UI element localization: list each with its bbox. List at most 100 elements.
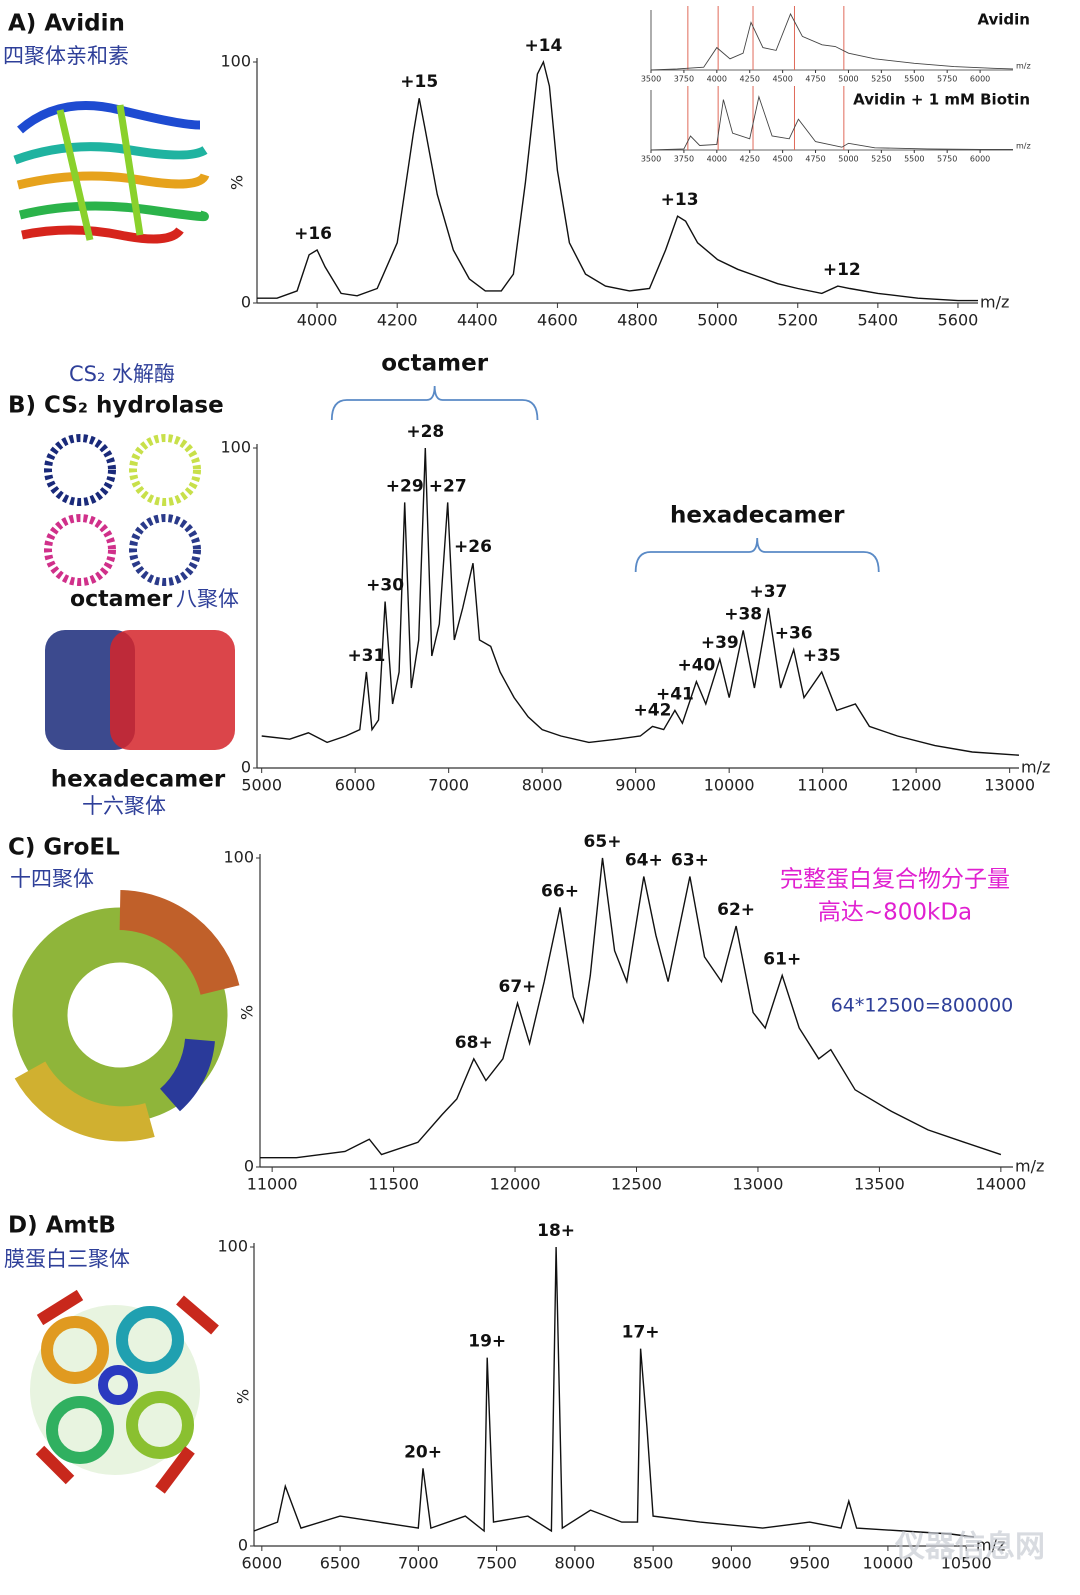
x-tick-label: 6500	[320, 1554, 361, 1573]
peak-label: +36	[775, 624, 813, 644]
peak-label: +12	[823, 260, 861, 280]
y-tick-label: 0	[244, 1157, 254, 1176]
x-tick-label: 6000	[970, 155, 990, 164]
x-tick-label: 5200	[777, 311, 818, 330]
x-tick-label: 4800	[617, 311, 658, 330]
peak-label: +40	[677, 656, 715, 676]
x-tick-label: 4500	[772, 155, 792, 164]
x-tick-label: 5750	[937, 155, 957, 164]
peak-label: 17+	[622, 1323, 660, 1343]
x-tick-label: 7000	[398, 1554, 439, 1573]
x-tick-label: 5750	[937, 75, 957, 84]
peak-label: +26	[454, 537, 492, 557]
peak-label: +30	[366, 576, 404, 596]
x-tick-label: 5000	[838, 155, 858, 164]
y-tick-label: 0	[241, 758, 251, 777]
peak-label: 61+	[763, 949, 801, 969]
x-tick-label: 4000	[707, 75, 727, 84]
avidin-structure	[13, 101, 210, 244]
x-axis-label: m/z	[976, 1536, 1005, 1555]
x-tick-label: 4600	[537, 311, 578, 330]
peak-label: +27	[429, 476, 467, 496]
x-tick-label: 13500	[854, 1175, 905, 1194]
peak-label: 64+	[625, 851, 663, 871]
peak-label: +37	[749, 582, 787, 602]
group-label: octamer	[381, 351, 489, 377]
x-tick-label: 7000	[428, 776, 469, 795]
structure-label: octamer	[70, 587, 172, 612]
panel-subtitle: CS₂ 水解酶	[69, 362, 175, 386]
peak-label: 62+	[717, 900, 755, 920]
amtb-structure	[30, 1289, 219, 1494]
panel-title: B) CS₂ hydrolase	[8, 393, 224, 419]
x-axis-label: m/z	[980, 293, 1009, 312]
series-label: Avidin	[977, 11, 1030, 29]
y-tick-label: 100	[220, 438, 251, 457]
x-tick-label: 13000	[732, 1175, 783, 1194]
note: 完整蛋白复合物分子量	[780, 867, 1010, 893]
x-tick-label: 5000	[838, 75, 858, 84]
x-tick-label: 9000	[615, 776, 656, 795]
x-tick-label: 3750	[674, 75, 694, 84]
x-tick-label: 11000	[247, 1175, 298, 1194]
spectrum-line	[257, 59, 978, 302]
structure-label: hexadecamer	[51, 767, 226, 793]
spectrum-line	[260, 857, 1002, 1159]
panel-subtitle: 膜蛋白三聚体	[4, 1247, 130, 1271]
x-tick-label: 5600	[938, 311, 979, 330]
y-tick-label: 0	[241, 293, 251, 312]
x-tick-label: 4250	[740, 75, 760, 84]
panel-title: A) Avidin	[8, 11, 125, 37]
peak-label: +13	[661, 190, 699, 210]
x-tick-label: 6000	[335, 776, 376, 795]
note: 高达~800kDa	[818, 900, 972, 926]
x-tick-label: 4750	[805, 75, 825, 84]
x-tick-label: 5250	[871, 75, 891, 84]
peak-label: +41	[656, 684, 694, 704]
x-tick-label: 5500	[904, 75, 924, 84]
x-tick-label: 14000	[975, 1175, 1026, 1194]
spectrum-line	[650, 95, 1013, 151]
x-tick-label: 5000	[697, 311, 738, 330]
hexadecamer-structure	[45, 630, 235, 750]
x-tick-label: 8500	[633, 1554, 674, 1573]
peak-label: 20+	[404, 1442, 442, 1462]
group-bracket	[330, 385, 539, 421]
series-label: Avidin + 1 mM Biotin	[853, 91, 1030, 109]
x-tick-label: 3750	[674, 155, 694, 164]
x-tick-label: 10000	[862, 1554, 913, 1573]
peak-label: +39	[701, 633, 739, 653]
x-axis-label: m/z	[1015, 1157, 1044, 1176]
x-tick-label: 5250	[871, 155, 891, 164]
peak-label: 19+	[468, 1332, 506, 1352]
group-bracket	[634, 537, 880, 573]
structure-label: 十六聚体	[82, 794, 166, 818]
peak-label: 65+	[584, 832, 622, 852]
x-tick-label: 4400	[457, 311, 498, 330]
x-tick-label: 10000	[704, 776, 755, 795]
x-tick-label: 4000	[707, 155, 727, 164]
x-tick-label: 5400	[858, 311, 899, 330]
structure-label: 八聚体	[176, 587, 239, 611]
group-label: hexadecamer	[670, 503, 845, 529]
peak-label: +31	[347, 646, 385, 666]
x-tick-label: 5500	[904, 155, 924, 164]
groel-structure	[12, 890, 240, 1142]
y-tick-label: 100	[217, 1237, 248, 1256]
peak-label: +42	[634, 700, 672, 720]
panel-title: D) AmtB	[8, 1213, 116, 1239]
peak-label: +35	[803, 646, 841, 666]
x-tick-label: 6000	[970, 75, 990, 84]
spectrum-line	[650, 12, 1014, 71]
x-tick-label: 5000	[241, 776, 282, 795]
x-tick-label: 11500	[368, 1175, 419, 1194]
y-tick-label: 100	[223, 848, 254, 867]
x-tick-label: 9000	[711, 1554, 752, 1573]
x-tick-label: 3500	[641, 75, 661, 84]
x-tick-label: 3500	[641, 155, 661, 164]
x-tick-label: 11000	[797, 776, 848, 795]
spectrum-line	[253, 1246, 975, 1538]
peak-label: +38	[724, 604, 762, 624]
y-axis-label: %	[238, 1005, 257, 1020]
peak-label: +14	[524, 36, 562, 56]
